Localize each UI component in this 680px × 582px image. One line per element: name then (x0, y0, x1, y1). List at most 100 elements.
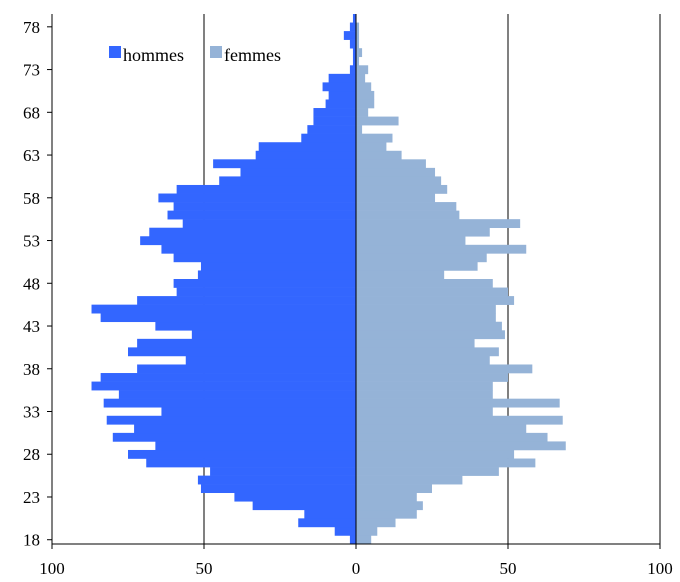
bar-femmes (356, 347, 499, 357)
bar-hommes (137, 364, 356, 374)
y-tick-label: 38 (23, 360, 40, 379)
bar-femmes (356, 373, 508, 382)
bar-hommes (118, 390, 356, 399)
bar-hommes (313, 116, 356, 126)
bar-femmes (356, 48, 363, 58)
bar-hommes (191, 330, 356, 340)
bar-femmes (356, 159, 426, 169)
bars (91, 14, 566, 545)
bar-femmes (356, 22, 360, 32)
bar-hommes (258, 142, 356, 152)
bar-femmes (356, 390, 493, 399)
bar-hommes (349, 22, 356, 32)
bar-hommes (301, 133, 356, 143)
bar-hommes (334, 526, 356, 536)
bar-hommes (149, 227, 356, 237)
bar-femmes (356, 381, 493, 391)
bar-femmes (356, 287, 508, 297)
bar-femmes (356, 458, 536, 468)
bar-femmes (356, 184, 448, 194)
y-tick-label: 58 (23, 189, 40, 208)
bar-femmes (356, 116, 399, 126)
bar-femmes (356, 467, 499, 476)
bar-hommes (173, 202, 356, 211)
bar-hommes (173, 253, 356, 263)
bar-femmes (356, 492, 417, 502)
bar-hommes (100, 313, 356, 323)
bar-femmes (356, 475, 463, 485)
legend-label-hommes: hommes (123, 45, 184, 65)
bar-femmes (356, 321, 502, 331)
bar-hommes (313, 108, 356, 117)
bar-hommes (325, 99, 356, 109)
bar-femmes (356, 364, 533, 374)
bar-femmes (356, 150, 402, 160)
y-tick-label: 33 (23, 403, 40, 422)
x-tick-label: 50 (196, 559, 213, 578)
bar-hommes (240, 167, 356, 177)
bar-hommes (91, 381, 357, 391)
bar-hommes (234, 492, 356, 502)
axes (47, 14, 661, 549)
x-tick-label: 50 (500, 559, 517, 578)
y-tick-label: 48 (23, 274, 40, 293)
bar-hommes (137, 296, 356, 305)
bar-femmes (356, 253, 487, 263)
bar-hommes (352, 14, 356, 23)
tick-labels: 18 23 28 33 38 43 48 53 58 63 68 73 78 100 50 0 50 100 (23, 18, 673, 578)
bar-hommes (161, 407, 356, 417)
legend: hommes femmes (109, 45, 281, 65)
bar-femmes (356, 441, 566, 451)
bar-hommes (197, 270, 356, 280)
bar-femmes (356, 90, 375, 100)
y-tick-label: 18 (23, 531, 40, 550)
bar-femmes (356, 82, 372, 92)
bar-hommes (155, 441, 356, 451)
bar-femmes (356, 210, 460, 220)
bar-hommes (328, 73, 356, 83)
x-tick-label: 0 (352, 559, 361, 578)
legend-label-femmes: femmes (224, 45, 281, 65)
bar-femmes (356, 133, 393, 143)
bar-femmes (356, 270, 445, 280)
bar-hommes (158, 193, 356, 203)
bar-femmes (356, 244, 527, 254)
y-tick-label: 28 (23, 445, 40, 464)
bar-hommes (328, 90, 356, 100)
bar-hommes (352, 48, 356, 58)
x-tick-label: 100 (647, 559, 673, 578)
bar-femmes (356, 167, 436, 177)
y-tick-label: 43 (23, 317, 40, 336)
bar-femmes (356, 73, 366, 83)
y-tick-label: 73 (23, 61, 40, 80)
bar-hommes (182, 219, 356, 229)
bar-hommes (155, 321, 356, 331)
bar-femmes (356, 296, 515, 305)
y-tick-label: 78 (23, 18, 40, 37)
bar-femmes (356, 526, 378, 536)
bar-femmes (356, 176, 442, 186)
bar-femmes (356, 236, 466, 246)
bar-hommes (307, 125, 356, 134)
bar-hommes (219, 176, 356, 186)
bar-hommes (210, 467, 356, 476)
bar-hommes (134, 424, 356, 434)
bar-hommes (103, 398, 357, 408)
bar-hommes (200, 261, 356, 271)
bar-femmes (356, 56, 360, 66)
bar-hommes (91, 304, 357, 314)
bar-hommes (197, 475, 356, 485)
bar-femmes (356, 125, 363, 134)
bar-femmes (356, 484, 432, 494)
bar-femmes (356, 415, 563, 425)
bar-femmes (356, 313, 496, 323)
bar-femmes (356, 501, 423, 511)
x-tick-label: 100 (39, 559, 65, 578)
bar-hommes (185, 355, 356, 365)
bar-femmes (356, 509, 417, 519)
bar-femmes (356, 65, 369, 75)
bar-femmes (356, 407, 493, 417)
legend-swatch-hommes (109, 46, 121, 58)
bar-femmes (356, 304, 496, 314)
